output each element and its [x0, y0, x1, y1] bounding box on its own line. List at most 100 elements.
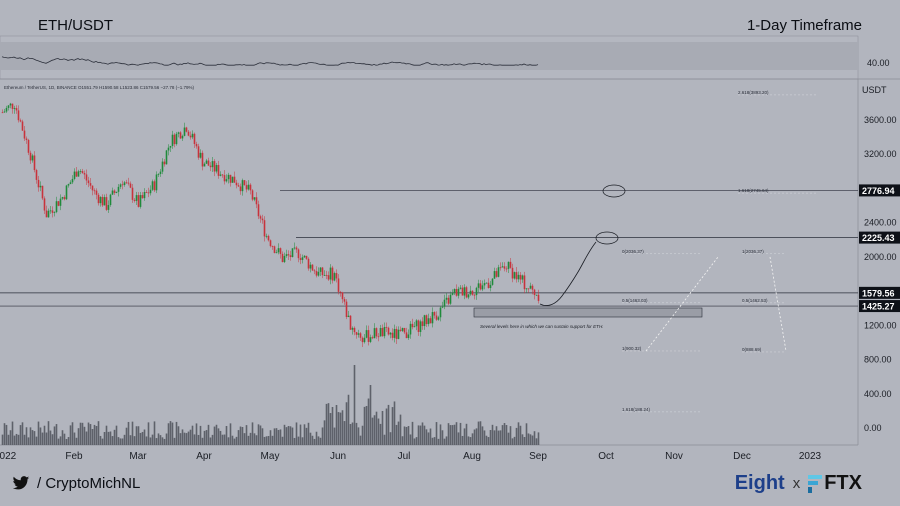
candle-body [333, 273, 336, 281]
volume-bar [383, 434, 386, 445]
candle-body [215, 165, 218, 172]
candle-body [155, 174, 158, 191]
volume-bar [261, 428, 264, 445]
candle-body [361, 337, 364, 343]
volume-bar [445, 436, 448, 445]
volume-bar [207, 424, 210, 445]
volume-bar [257, 424, 260, 445]
level-tag [859, 286, 900, 299]
volume-bar [271, 435, 274, 445]
volume-bar [21, 422, 24, 445]
candle-body [125, 182, 128, 184]
volume-bar [55, 424, 58, 445]
volume-bar [301, 437, 304, 445]
y-tick-label: 2000.00 [864, 252, 897, 262]
volume-bar [425, 429, 428, 445]
candle-body [83, 173, 86, 175]
candle-body [255, 197, 258, 205]
volume-bar [373, 415, 376, 445]
candle-body [397, 329, 400, 339]
volume-bar [317, 436, 320, 445]
timeframe-title: 1-Day Timeframe [746, 17, 862, 34]
volume-bar [453, 424, 456, 445]
volume-bar [367, 398, 370, 445]
candle-body [161, 161, 164, 172]
candle-body [105, 197, 108, 210]
candle-body [475, 287, 478, 296]
volume-bar [469, 437, 472, 445]
volume-bar [37, 421, 40, 445]
candle-body [459, 287, 462, 289]
volume-bar [467, 436, 470, 445]
volume-bar [101, 438, 104, 445]
candle-body [263, 220, 266, 237]
candle-body [109, 194, 112, 206]
volume-bar [483, 430, 486, 445]
candle-body [407, 334, 410, 339]
candle-body [9, 103, 12, 106]
volume-bar [81, 422, 84, 445]
volume-bar [253, 433, 256, 445]
volume-bar [505, 425, 508, 445]
candle-body [529, 285, 532, 289]
candle-body [113, 190, 116, 193]
volume-bar [475, 428, 478, 445]
volume-bar [115, 425, 118, 445]
x-tick-label: Aug [463, 451, 481, 462]
candle-body [401, 327, 404, 331]
volume-bar [515, 427, 518, 445]
candle-body [193, 133, 196, 145]
candle-body [349, 315, 352, 330]
candle-body [185, 127, 188, 132]
candle-body [251, 190, 254, 200]
volume-bar [191, 425, 194, 445]
volume-bar [495, 426, 498, 445]
candle-body [31, 155, 34, 161]
volume-bar [185, 433, 188, 445]
volume-bar [83, 426, 86, 445]
volume-bar [183, 432, 186, 445]
level-tag [859, 300, 900, 313]
support-annotation: Several levels here in which we can sust… [480, 324, 604, 329]
candle-body [285, 254, 288, 256]
candle-body [207, 160, 210, 166]
volume-bar [239, 426, 242, 445]
candle-body [243, 180, 246, 186]
candle-body [89, 183, 92, 186]
y-ticks: 3600.00 3200.00 2400.00 2000.00 1200.00 800.0… [864, 115, 897, 433]
candle-body [21, 121, 24, 131]
candle-body [239, 186, 242, 192]
volume-bar [463, 428, 466, 445]
volume-bar [449, 425, 452, 445]
candle-body [7, 105, 10, 108]
candle-body [517, 274, 520, 280]
candle-body [419, 321, 422, 332]
volume-bar [441, 430, 444, 445]
volume-bar [297, 436, 300, 445]
candle-body [75, 171, 78, 177]
candle-body [51, 210, 54, 213]
candle-body [393, 328, 396, 338]
volume-bar [155, 438, 158, 445]
candle-body [217, 165, 220, 176]
volume-bar [289, 426, 292, 445]
candle-body [57, 201, 60, 206]
volume-bar [517, 422, 520, 445]
author-handle[interactable]: / CryptoMichNL [12, 475, 140, 492]
volume-bar [33, 431, 36, 445]
volume-bar [421, 422, 424, 445]
candle-body [5, 107, 8, 112]
volume-bar [485, 435, 488, 445]
fib-label: 1.618(2745.64) [738, 188, 769, 193]
fib-label: 0.5(1463.03) [622, 298, 648, 303]
volume-bar [5, 424, 8, 445]
candle-body [41, 185, 44, 199]
volume-bar [295, 422, 298, 445]
candle-body [373, 328, 376, 339]
candle-body [147, 192, 150, 194]
candle-body [259, 216, 262, 219]
volume-bar [307, 422, 310, 445]
candle-body [409, 323, 412, 335]
candle-body [145, 192, 148, 193]
